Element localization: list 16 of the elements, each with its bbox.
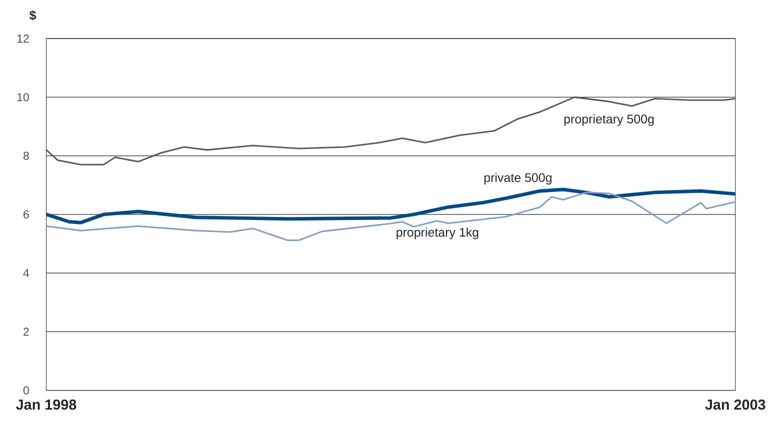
y-tick-label: 6 — [24, 210, 29, 218]
line-series — [46, 192, 736, 241]
series-label: proprietary 500g — [564, 114, 654, 126]
x-tick-label: Jan 2003 — [705, 399, 766, 410]
line-series — [46, 96, 736, 166]
y-tick-label: 8 — [23, 152, 29, 160]
y-tick-label: 10 — [17, 93, 29, 102]
y-tick-label: 4 — [23, 269, 30, 278]
x-tick-label: Jan 1998 — [16, 399, 76, 410]
y-tick-label: 0 — [23, 386, 29, 394]
y-tick-label: 2 — [24, 328, 29, 336]
y-axis-title: $ — [29, 10, 36, 20]
series-label: private 500g — [484, 172, 552, 184]
series-label: proprietary 1kg — [396, 228, 478, 240]
line-series — [46, 188, 736, 224]
y-tick-label: 12 — [17, 34, 29, 43]
